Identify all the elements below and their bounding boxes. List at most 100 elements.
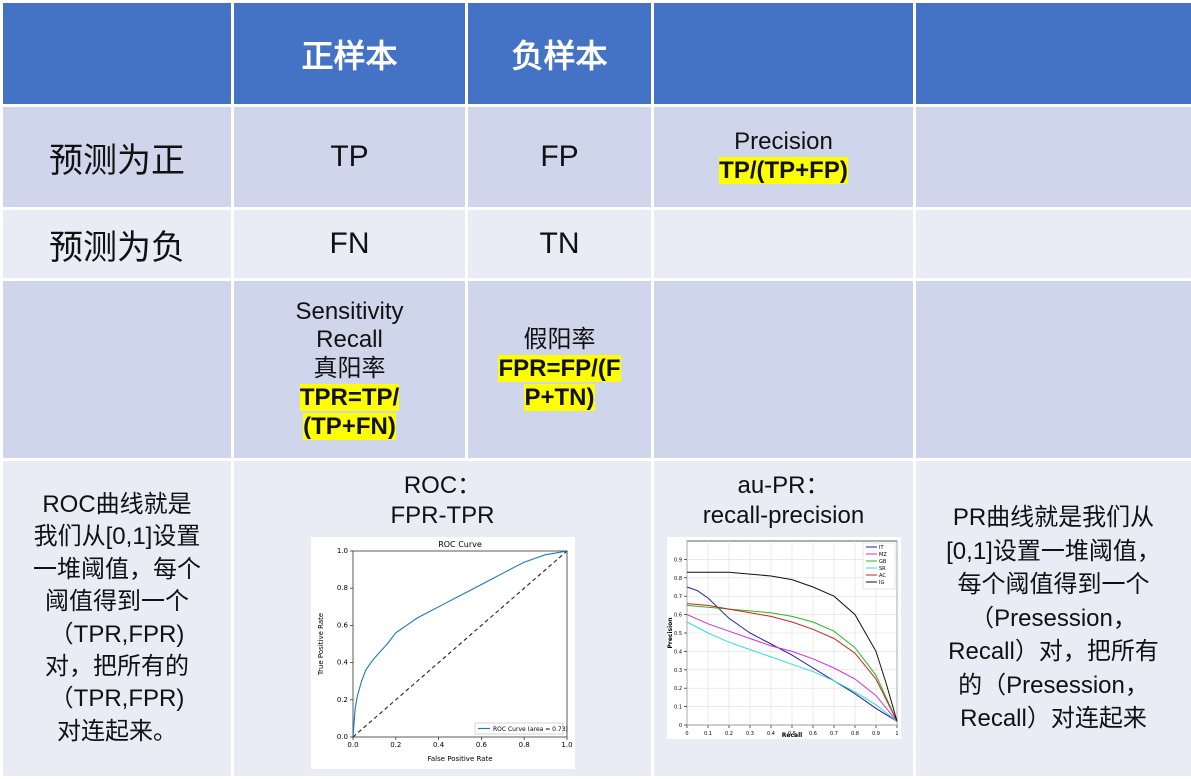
legend-label: SR [879, 566, 886, 572]
x-tick-label: 0.6 [809, 731, 817, 737]
y-tick-label: 0.6 [674, 613, 682, 619]
pr-description-cell: PR曲线就是我们从 [0,1]设置一堆阈值， 每个阈值得到一个 （Presess… [915, 460, 1191, 778]
tn-cell: TN [467, 209, 653, 280]
y-tick-label: 0.2 [336, 696, 347, 704]
y-tick-label: 0.6 [336, 621, 348, 629]
pr-desc-line: 的（Presession， [916, 669, 1191, 703]
roc-desc-line: ROC曲线就是 [3, 489, 231, 521]
y-tick-label: 0.9 [674, 557, 682, 563]
empty-cell [653, 280, 915, 460]
empty-cell [653, 209, 915, 280]
tpr-cn-label: 真阳率 [234, 355, 465, 384]
y-tick-label: 0.2 [674, 686, 682, 692]
pr-desc-line: [0,1]设置一堆阈值， [916, 535, 1191, 569]
y-tick-label: 0 [678, 723, 681, 729]
predicted-positive-label: 预测为正 [2, 106, 233, 209]
y-tick-label: 0.4 [336, 659, 348, 667]
tpr-cell: Sensitivity Recall 真阳率 TPR=TP/ (TP+FN) [233, 280, 467, 460]
predicted-negative-label: 预测为负 [2, 209, 233, 280]
empty-cell [915, 280, 1191, 460]
predicted-positive-row: 预测为正 TP FP Precision TP/(TP+FP) [2, 106, 1191, 209]
pr-desc-line: Recall）对，把所有 [916, 635, 1191, 669]
fpr-formula-line2: P+TN) [524, 384, 594, 411]
curves-row: ROC曲线就是 我们从[0,1]设置 一堆阈值，每个 阈值得到一个 （TPR,F… [2, 460, 1191, 778]
y-tick-label: 0.1 [674, 705, 682, 711]
pr-header-line1: au-PR： [654, 471, 913, 501]
x-tick-label: 0.7 [830, 731, 838, 737]
header-row: 正样本 负样本 [2, 2, 1191, 106]
positive-sample-header: 正样本 [233, 2, 467, 106]
x-axis-label: Recall [781, 732, 801, 739]
roc-desc-line: 对，把所有的 [3, 651, 231, 683]
fpr-formula-line1: FPR=FP/(F [498, 355, 620, 382]
y-tick-label: 1.0 [336, 547, 347, 555]
roc-cell: ROC： FPR-TPR ROC Curve 0.0 0.2 0.4 0.6 0.8 1.0… [233, 460, 653, 778]
empty-cell [915, 209, 1191, 280]
pr-desc-line: 每个阈值得到一个 [916, 568, 1191, 602]
y-tick-label: 0.7 [674, 594, 682, 600]
roc-header-line1: ROC： [234, 471, 651, 501]
pr-chart: 0 0.1 0.2 0.3 0.4 0.5 0.6 0.7 0.8 0.9 1 0 0.1 0.2 0.3 0… [667, 537, 901, 739]
x-tick-label: 0.0 [347, 741, 358, 749]
tp-cell: TP [233, 106, 467, 209]
y-tick-label: 0.8 [336, 584, 347, 592]
y-axis-label: True Positive Rate [317, 613, 325, 676]
legend-label: GB [879, 559, 887, 565]
x-tick-label: 1 [895, 731, 898, 737]
tpr-formula-line1: TPR=TP/ [300, 384, 399, 411]
legend-label: AC [879, 573, 886, 579]
pr-cell: au-PR： recall-precision 0 0.1 0.2 0.3 0.4 0.5… [653, 460, 915, 778]
x-tick-label: 0.6 [475, 741, 487, 749]
legend-label: ROC Curve (area = 0.73) [493, 726, 568, 733]
x-tick-label: 0.2 [390, 741, 401, 749]
x-tick-label: 0.2 [725, 731, 733, 737]
y-tick-label: 0.4 [674, 649, 682, 655]
pr-header-line2: recall-precision [654, 501, 913, 531]
x-tick-label: 0.3 [746, 731, 754, 737]
roc-description-cell: ROC曲线就是 我们从[0,1]设置 一堆阈值，每个 阈值得到一个 （TPR,F… [2, 460, 233, 778]
x-tick-label: 0.1 [704, 731, 712, 737]
fpr-cn-label: 假阳率 [468, 326, 651, 355]
precision-cell: Precision TP/(TP+FP) [653, 106, 915, 209]
x-tick-label: 1.0 [561, 741, 572, 749]
metrics-row: Sensitivity Recall 真阳率 TPR=TP/ (TP+FN) 假… [2, 280, 1191, 460]
x-tick-label: 0.4 [433, 741, 445, 749]
sensitivity-label: Sensitivity [234, 298, 465, 327]
x-axis-label: False Positive Rate [427, 755, 492, 763]
negative-sample-header: 负样本 [467, 2, 653, 106]
roc-desc-line: 阈值得到一个 [3, 586, 231, 618]
x-tick-label: 0.4 [767, 731, 775, 737]
header-empty-cell [915, 2, 1191, 106]
precision-name: Precision [654, 128, 913, 157]
y-tick-label: 0.3 [674, 668, 682, 674]
y-axis-label: Precision [667, 617, 674, 648]
header-empty-cell [653, 2, 915, 106]
y-tick-label: 0.5 [674, 631, 682, 637]
tpr-formula-line2: (TP+FN) [303, 413, 396, 440]
pr-desc-line: （Presession， [916, 602, 1191, 636]
recall-label: Recall [234, 326, 465, 355]
roc-desc-line: 对连起来。 [3, 716, 231, 748]
roc-header-line2: FPR-TPR [234, 501, 651, 531]
legend-label: IG [879, 580, 884, 586]
x-tick-label: 0.8 [851, 731, 859, 737]
roc-desc-line: （TPR,FPR) [3, 683, 231, 715]
pr-desc-line: Recall）对连起来 [916, 702, 1191, 736]
roc-desc-line: 我们从[0,1]设置 [3, 521, 231, 553]
corner-cell [2, 2, 233, 106]
roc-desc-line: 一堆阈值，每个 [3, 554, 231, 586]
roc-desc-line: （TPR,FPR) [3, 619, 231, 651]
empty-cell [2, 280, 233, 460]
predicted-negative-row: 预测为负 FN TN [2, 209, 1191, 280]
legend-label: MZ [879, 552, 887, 558]
x-tick-label: 0.8 [518, 741, 529, 749]
pr-desc-line: PR曲线就是我们从 [916, 501, 1191, 535]
fpr-cell: 假阳率 FPR=FP/(F P+TN) [467, 280, 653, 460]
x-tick-label: 0.9 [872, 731, 880, 737]
chart-title: ROC Curve [438, 540, 482, 549]
precision-formula: TP/(TP+FP) [719, 157, 848, 184]
fn-cell: FN [233, 209, 467, 280]
x-tick-label: 0 [685, 731, 688, 737]
